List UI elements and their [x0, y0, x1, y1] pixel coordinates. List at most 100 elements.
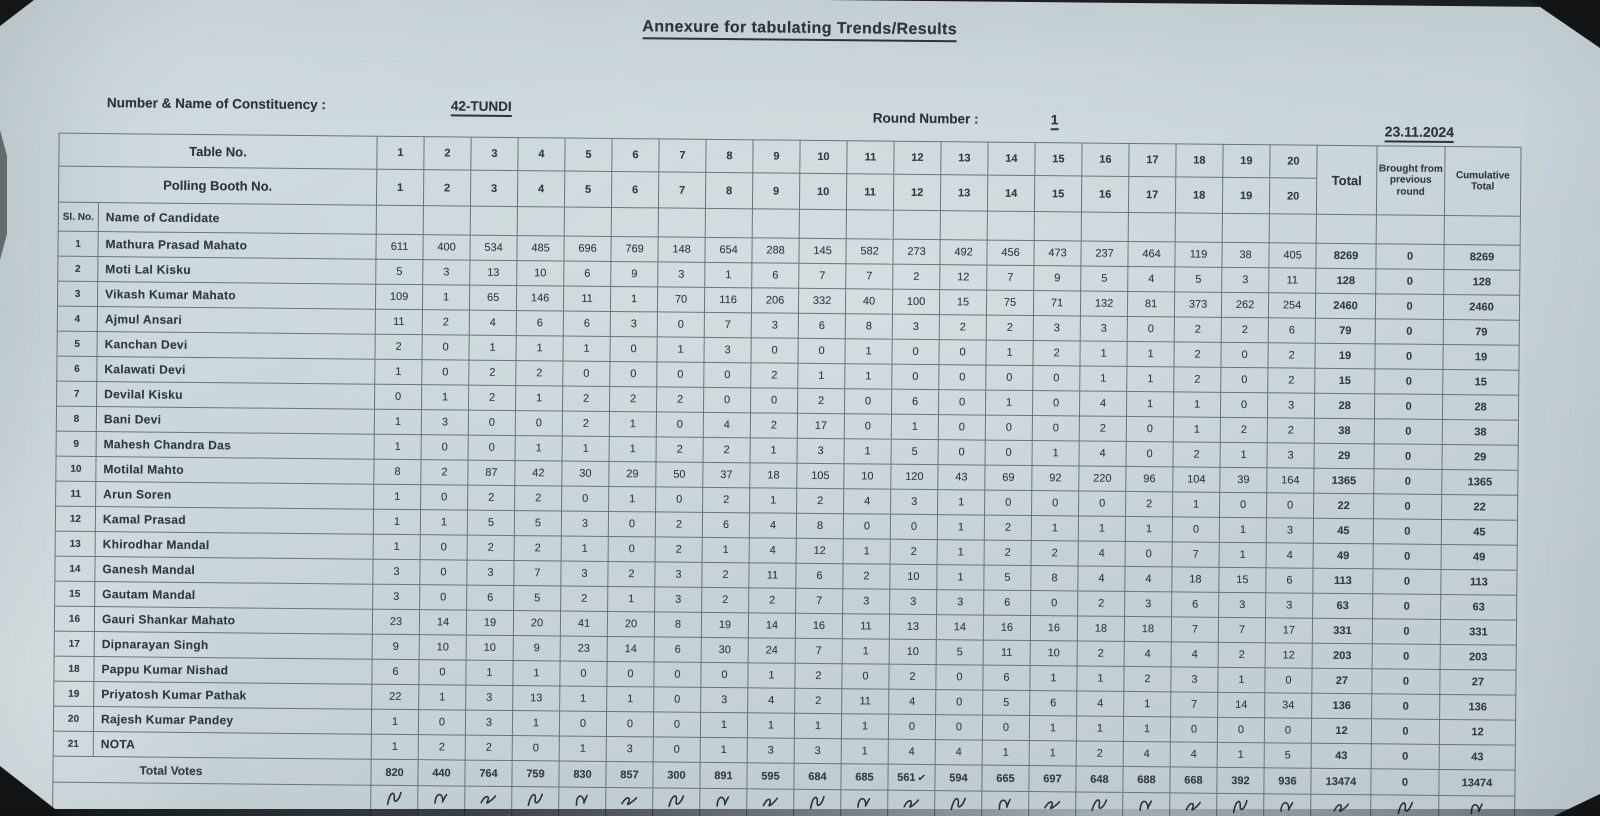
total-votes-booth-4: 759: [511, 760, 560, 787]
vote-cell-booth-1: 2: [375, 334, 423, 360]
vote-cell-booth-6: 0: [609, 336, 658, 362]
sl-no-cell: 21: [53, 731, 94, 757]
vote-cell-booth-11: 2: [842, 563, 891, 590]
vote-cell-booth-9: 1: [747, 712, 795, 739]
vote-cell-booth-18: 3: [1170, 666, 1219, 693]
cumulative-cell: 29: [1441, 444, 1519, 471]
signature-mark: [840, 789, 888, 816]
vote-cell-booth-16: 1: [1079, 340, 1128, 367]
vote-cell-booth-5: 6: [563, 261, 611, 287]
vote-cell-booth-14: 2: [986, 315, 1034, 341]
candidate-name: Motilal Mahto: [95, 456, 375, 485]
vote-cell-booth-5: 11: [563, 286, 611, 312]
vote-cell-booth-4: 10: [516, 260, 564, 287]
sl-no-cell: 20: [53, 706, 94, 732]
vote-cell-booth-16: 4: [1078, 540, 1126, 567]
signature-squiggle-icon: [1185, 801, 1201, 811]
signature-squiggle-icon: [1139, 800, 1153, 811]
vote-cell-booth-16: 4: [1077, 565, 1126, 592]
vote-cell-booth-2: 1: [421, 384, 469, 411]
vote-cell-booth-4: 1: [515, 385, 563, 412]
vote-cell-booth-16: 4: [1079, 390, 1127, 417]
vote-cell-booth-8: 19: [701, 612, 749, 638]
vote-cell-booth-3: 65: [469, 285, 517, 311]
vote-cell-booth-15: 1: [1032, 440, 1080, 466]
signature-squiggle-icon: [1470, 803, 1483, 815]
vote-cell-booth-13: 0: [935, 689, 983, 716]
vote-cell-booth-11: 1: [842, 638, 890, 665]
signature-mark: [1370, 794, 1439, 816]
vote-cell-booth-13: 0: [935, 714, 983, 741]
vote-cell-booth-2: 1: [418, 684, 466, 711]
vote-cell-booth-14: 6: [983, 590, 1031, 616]
booth-no-column-10: 10: [799, 173, 847, 210]
vote-cell-booth-10: 3: [794, 738, 842, 764]
vote-cell-booth-9: 0: [750, 387, 798, 414]
total-votes-booth-19: 392: [1216, 767, 1265, 794]
vote-cell-booth-10: 7: [795, 638, 843, 664]
vote-cell-booth-8: 0: [703, 362, 751, 388]
vote-cell-booth-17: 96: [1125, 466, 1174, 492]
vote-cell-booth-10: 1: [794, 713, 842, 739]
vote-cell-booth-15: 0: [1031, 490, 1079, 516]
vote-cell-booth-4: 5: [514, 510, 562, 537]
table-no-column-20: 20: [1269, 144, 1318, 179]
vote-cell-booth-13: 1: [937, 514, 985, 541]
brought-cell: 0: [1375, 268, 1444, 295]
row-total-cell: 8269: [1315, 243, 1377, 269]
signature-mark: [981, 791, 1029, 816]
vote-cell-booth-15: 3: [1033, 315, 1081, 341]
vote-cell-booth-6: 1: [610, 286, 658, 312]
candidate-name: Devilal Kisku: [96, 381, 375, 410]
candidate-name: Kalawati Devi: [96, 356, 376, 385]
vote-cell-booth-4: 6: [516, 310, 564, 337]
vote-cell-booth-20: 2: [1267, 342, 1316, 369]
vote-cell-booth-13: 492: [939, 239, 988, 266]
vote-cell-booth-7: 0: [656, 411, 704, 438]
signature-squiggle-icon: [1091, 799, 1108, 812]
booth-no-column-17: 17: [1128, 176, 1176, 213]
cumulative-total-header: Cumulative Total: [1444, 146, 1522, 217]
total-votes-booth-12: 561✓: [887, 764, 936, 791]
vote-cell-booth-14: 0: [985, 365, 1033, 391]
candidate-name: Rajesh Kumar Pandey: [93, 706, 372, 735]
candidate-name: Vikash Kumar Mahato: [97, 281, 376, 310]
vote-cell-booth-4: 485: [516, 235, 565, 262]
vote-cell-booth-8: 3: [700, 687, 748, 713]
vote-cell-booth-20: 0: [1264, 717, 1312, 744]
vote-cell-booth-12: 0: [890, 514, 938, 540]
vote-cell-booth-7: 0: [655, 486, 703, 513]
vote-cell-booth-3: 2: [465, 735, 513, 761]
vote-cell-booth-10: 2: [794, 663, 843, 689]
cumulative-cell: 49: [1441, 544, 1518, 571]
vote-cell-booth-2: 0: [419, 584, 467, 611]
vote-cell-booth-10: 7: [798, 263, 846, 289]
vote-cell-booth-11: 1: [844, 438, 892, 465]
signature-mark: [558, 786, 606, 816]
vote-cell-booth-17: 0: [1127, 316, 1175, 342]
vote-cell-booth-2: 2: [418, 734, 466, 761]
empty-header-cell: [658, 207, 706, 238]
vote-cell-booth-4: 1: [516, 335, 564, 362]
total-votes-booth-8: 891: [699, 762, 748, 789]
vote-cell-booth-13: 0: [938, 364, 986, 391]
vote-cell-booth-18: 0: [1172, 516, 1220, 543]
vote-cell-booth-14: 0: [985, 415, 1033, 441]
candidate-name: Kanchan Devi: [97, 331, 376, 360]
vote-cell-booth-6: 9: [610, 261, 658, 287]
signature-squiggle-icon: [1044, 800, 1061, 810]
vote-cell-booth-14: 0: [985, 440, 1033, 466]
vote-cell-booth-7: 0: [653, 736, 701, 763]
vote-cell-booth-7: 1: [656, 336, 705, 363]
signature-squiggle-icon: [480, 795, 497, 804]
vote-cell-booth-14: 0: [984, 490, 1032, 516]
vote-cell-booth-19: 0: [1219, 492, 1267, 518]
vote-cell-booth-12: 4: [888, 689, 936, 715]
vote-cell-booth-11: 1: [841, 738, 889, 765]
vote-cell-booth-8: 30: [701, 637, 749, 663]
vote-cell-booth-8: 2: [701, 587, 749, 613]
booth-no-column-13: 13: [940, 174, 988, 212]
vote-cell-booth-12: 6: [891, 389, 939, 415]
vote-cell-booth-11: 0: [843, 513, 891, 540]
